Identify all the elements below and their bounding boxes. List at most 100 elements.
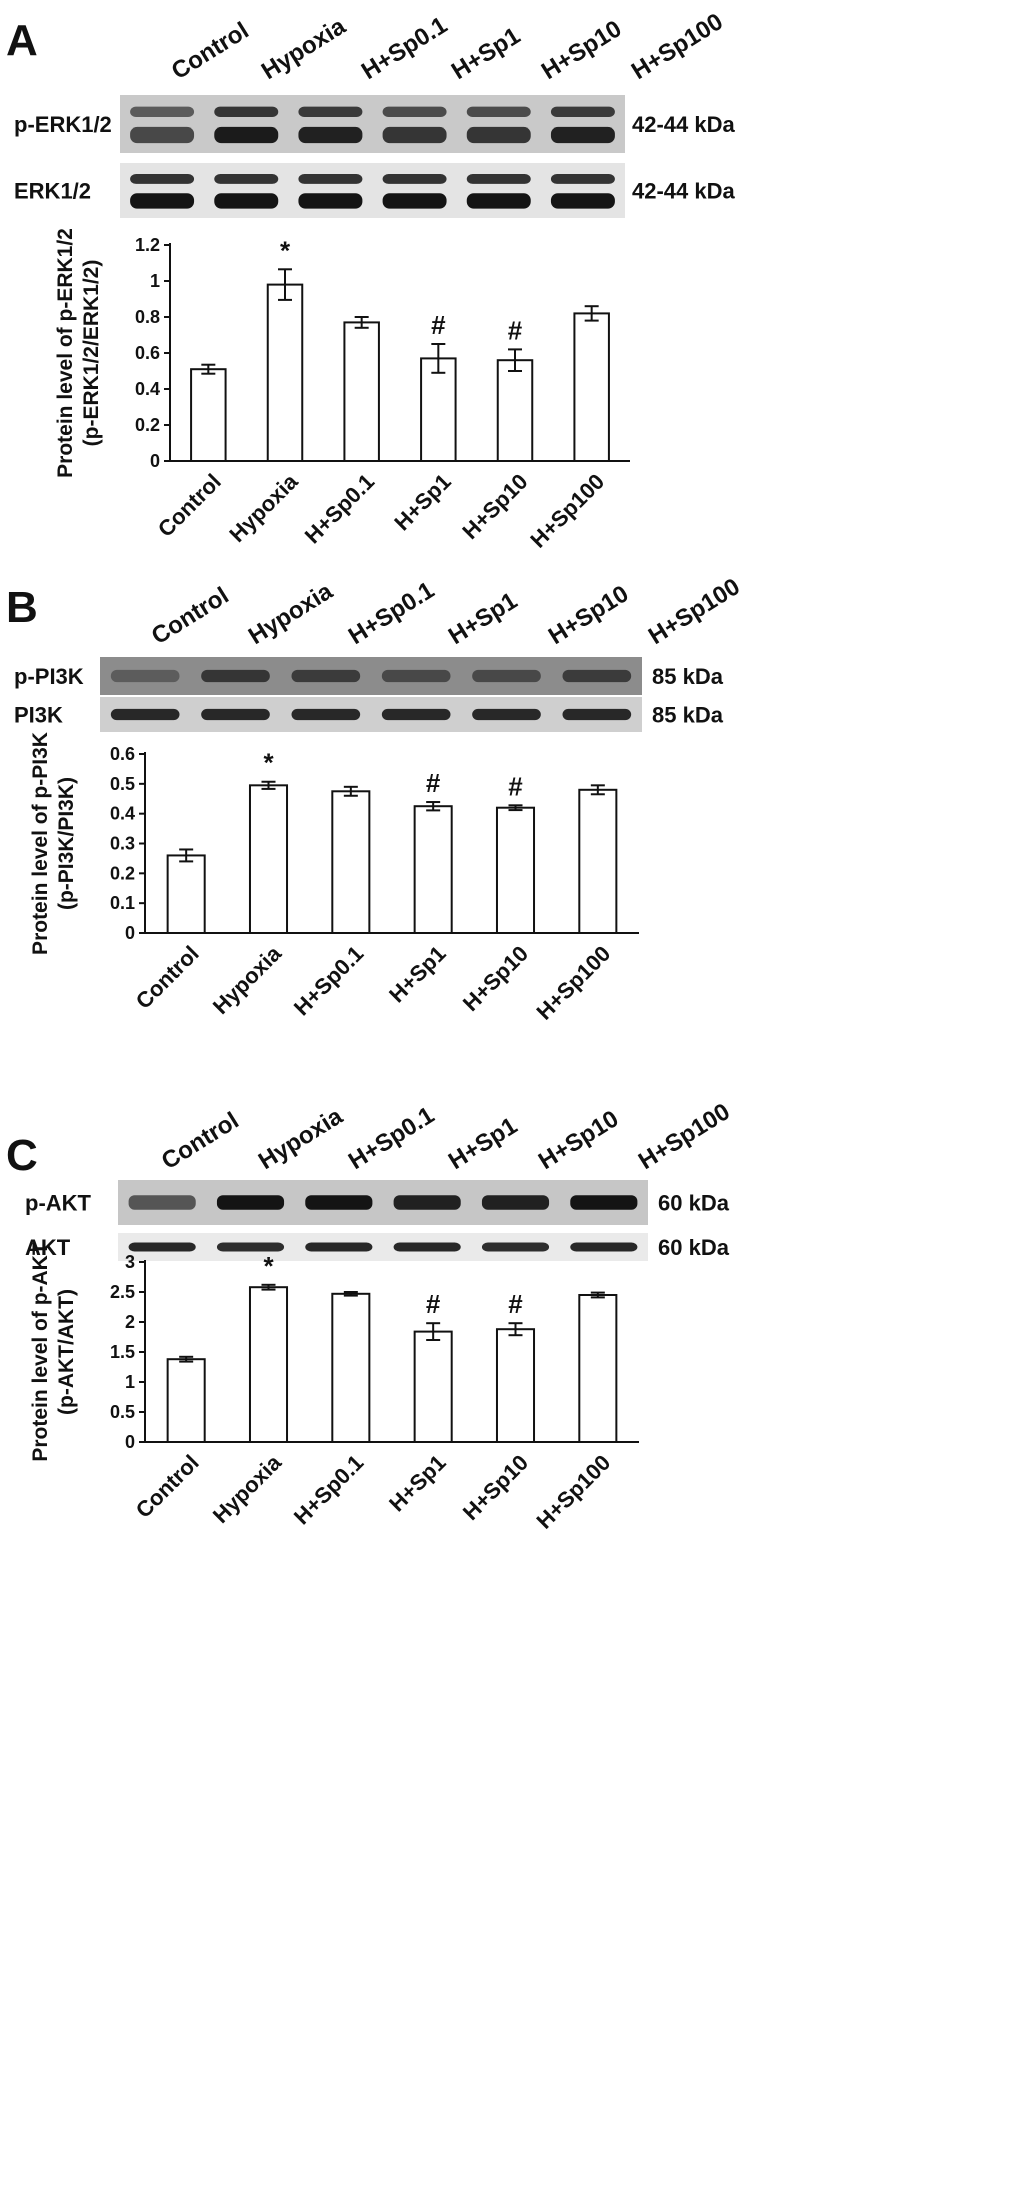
x-tick-label: H+Sp0.1 — [300, 469, 380, 549]
blot-band — [298, 106, 363, 118]
y-tick-label: 0 — [125, 1432, 135, 1452]
bar — [248, 1286, 289, 1443]
y-axis-title: Protein level of p-AKT — [29, 1242, 52, 1462]
blot-kda-label: 85 kDa — [652, 703, 724, 728]
y-tick-label: 1 — [150, 271, 160, 291]
y-tick-label: 0.4 — [110, 804, 135, 824]
bar — [413, 805, 453, 934]
blot-band — [381, 708, 451, 721]
blot-protein-label: p-ERK1/2 — [14, 112, 112, 137]
significance-marker: # — [508, 315, 523, 345]
x-tick-label: H+Sp1 — [384, 1450, 451, 1517]
blot-band — [305, 1195, 373, 1210]
significance-marker: * — [263, 1251, 274, 1281]
blot-protein-label: ERK1/2 — [14, 179, 91, 204]
panel-letter: B — [6, 583, 38, 632]
blot-band — [216, 1242, 285, 1252]
blot-lane-label: H+Sp10 — [544, 580, 634, 650]
y-tick-label: 1.5 — [110, 1342, 135, 1362]
blot-band — [291, 708, 361, 721]
blot-band — [298, 193, 363, 209]
blot-lane-label: Control — [167, 17, 254, 85]
significance-marker: * — [280, 235, 291, 265]
bar — [495, 806, 536, 935]
y-tick-label: 0.2 — [135, 415, 160, 435]
y-tick-label: 1.2 — [135, 235, 160, 255]
blot-lane-label: Hypoxia — [254, 1102, 348, 1175]
blot-kda-label: 85 kDa — [652, 664, 724, 689]
y-tick-label: 0.8 — [135, 307, 160, 327]
blot-band — [214, 193, 279, 209]
y-tick-label: 0.3 — [110, 834, 135, 854]
blot-band — [130, 106, 195, 118]
blot-band — [570, 1242, 638, 1252]
blot-lane-label: H+Sp100 — [627, 8, 728, 85]
bar — [331, 790, 371, 935]
blot-band — [305, 1242, 373, 1252]
y-tick-label: 1 — [125, 1372, 135, 1392]
blot-band — [291, 669, 361, 683]
bar — [496, 359, 534, 463]
x-tick-label: H+Sp100 — [532, 1450, 616, 1534]
y-tick-label: 2 — [125, 1312, 135, 1332]
blot-lane-label: H+Sp10 — [537, 15, 627, 85]
blot-band — [570, 1195, 638, 1210]
blot-membrane — [100, 657, 642, 695]
blot-band — [298, 174, 363, 184]
blot-lane-label: H+Sp1 — [447, 22, 525, 85]
bar — [343, 321, 380, 462]
bar — [578, 1294, 618, 1443]
panel-letter: A — [6, 16, 38, 65]
bar — [413, 1330, 453, 1443]
blot-band — [128, 1242, 196, 1252]
blot-band — [130, 126, 195, 144]
significance-marker: # — [508, 771, 523, 801]
x-tick-label: Control — [153, 469, 226, 542]
bar — [166, 1358, 206, 1443]
blot-membrane — [120, 95, 625, 153]
blot-band — [110, 669, 180, 683]
y-tick-label: 0 — [150, 451, 160, 471]
blot-band — [550, 126, 615, 144]
significance-marker: * — [263, 748, 274, 778]
x-tick-label: Hypoxia — [224, 468, 303, 547]
blot-band — [550, 106, 615, 118]
blot-membrane — [118, 1233, 648, 1261]
blot-kda-label: 60 kDa — [658, 1191, 730, 1216]
significance-marker: # — [431, 310, 446, 340]
blot-band — [128, 1195, 196, 1210]
blot-band — [481, 1195, 550, 1210]
x-tick-label: H+Sp1 — [389, 469, 456, 536]
bar — [266, 283, 304, 462]
blot-kda-label: 60 kDa — [658, 1235, 730, 1260]
blot-protein-label: p-PI3K — [14, 664, 84, 689]
blot-band — [472, 669, 541, 683]
blot-band — [466, 193, 531, 209]
blot-band — [562, 669, 632, 683]
blot-band — [562, 708, 632, 721]
blot-band — [110, 708, 180, 721]
blot-lane-label: H+Sp100 — [634, 1098, 735, 1175]
y-axis-title: (p-AKT/AKT) — [55, 1289, 78, 1415]
bar — [248, 784, 289, 935]
blot-lane-label: Control — [157, 1107, 244, 1175]
blot-band — [550, 193, 615, 209]
blot-lane-label: H+Sp0.1 — [344, 1102, 439, 1175]
significance-marker: # — [508, 1289, 523, 1319]
bar — [573, 312, 610, 462]
blot-band — [382, 126, 447, 144]
blot-band — [130, 193, 195, 209]
x-tick-label: H+Sp100 — [532, 941, 616, 1025]
y-tick-label: 0 — [125, 923, 135, 943]
bar — [495, 1328, 536, 1443]
x-tick-label: H+Sp100 — [525, 469, 609, 553]
blot-lane-label: Hypoxia — [257, 12, 351, 85]
bar — [166, 854, 206, 935]
y-tick-label: 2.5 — [110, 1282, 135, 1302]
blot-band — [466, 126, 531, 144]
blot-lane-label: H+Sp1 — [444, 587, 522, 650]
blot-kda-label: 42-44 kDa — [632, 112, 736, 137]
x-tick-label: Hypoxia — [208, 940, 287, 1019]
blot-band — [382, 106, 447, 118]
